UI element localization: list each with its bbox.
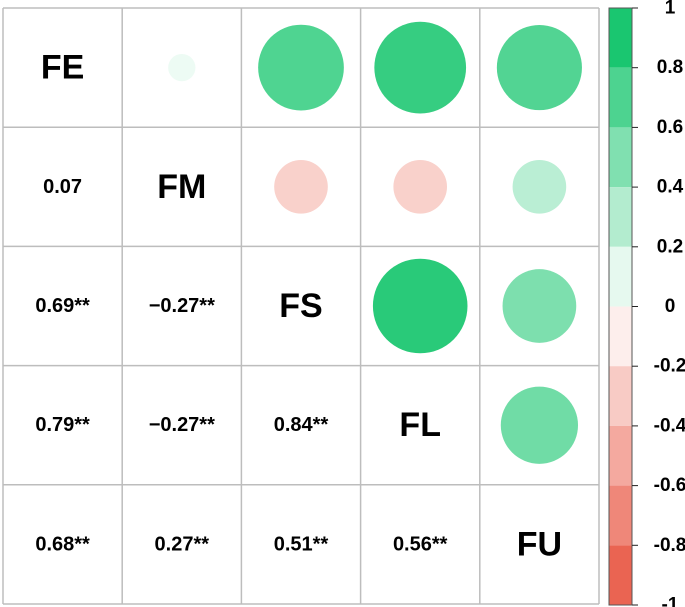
variable-label-fm: FM [157, 168, 206, 206]
colorbar-segment [609, 306, 632, 367]
coef-label-fl-fm: −0.27** [149, 414, 215, 436]
colorbar-segment [609, 485, 632, 546]
variable-label-fl: FL [399, 406, 441, 444]
colorbar-tick-label: 0.6 [657, 117, 683, 138]
matrix-cell [241, 484, 361, 604]
coef-label-fu-fs: 0.51** [274, 533, 329, 555]
coef-label-fm-fe: 0.07 [43, 176, 82, 198]
coef-circle-fm-fu [512, 159, 567, 214]
coef-label-fu-fm: 0.27** [155, 533, 210, 555]
colorbar-segment [609, 425, 632, 486]
colorbar-tick-label: -0.8 [654, 535, 685, 556]
matrix-cell [122, 484, 242, 604]
matrix-cell [241, 365, 361, 485]
coef-circle-fm-fs [274, 159, 328, 214]
colorbar-tick-label: 1 [665, 0, 676, 19]
matrix-cell [122, 127, 242, 247]
coef-circle-fe-fs [258, 24, 344, 111]
matrix-cell [122, 365, 242, 485]
coef-circle-fs-fu [502, 269, 577, 343]
coef-label-fl-fe: 0.79** [35, 414, 90, 436]
coef-circle-fe-fu [496, 25, 582, 111]
matrix-cell [479, 484, 599, 604]
colorbar-segment [609, 545, 632, 605]
colorbar-tick-label: -0.2 [654, 356, 685, 377]
colorbar-segment [609, 187, 632, 247]
colorbar-segment [609, 8, 632, 68]
colorbar-segment [609, 366, 632, 426]
matrix-cell [3, 127, 123, 247]
colorbar-tick-label: -0.4 [654, 415, 685, 436]
colorbar-tick-label: 0.2 [657, 236, 683, 257]
coef-label-fu-fl: 0.56** [393, 533, 448, 555]
matrix-cell [3, 8, 123, 128]
coef-circle-fl-fu [500, 386, 579, 464]
colorbar-tick-label: -0.6 [654, 475, 685, 496]
coef-circle-fs-fl [372, 258, 468, 354]
matrix-cell [360, 365, 480, 485]
variable-label-fe: FE [41, 49, 84, 87]
matrix-marks: FE 0.07 FM 0.69** −0.27** FS 0.79** −0.27** 0.84… [35, 21, 582, 563]
coef-label-fl-fs: 0.84** [274, 414, 329, 436]
colorbar-segment [609, 246, 632, 307]
colorbar-tick-label: 0 [665, 296, 676, 317]
coef-circle-fm-fl [393, 159, 448, 214]
colorbar-segment [609, 67, 632, 128]
coef-circle-fe-fl [374, 21, 467, 114]
matrix-cell [360, 484, 480, 604]
colorbar-segment [609, 127, 632, 188]
colorbar: 1 0.8 0.6 0.4 0.2 0 -0.2 -0.4 -0.6 -0.8 -1 [608, 0, 685, 607]
matrix-cell [3, 365, 123, 485]
coef-label-fs-fm: −0.27** [149, 295, 215, 317]
colorbar-tick-label: -1 [662, 595, 679, 607]
colorbar-tick-label: 0.4 [657, 177, 684, 198]
matrix-cell [3, 246, 123, 366]
variable-label-fs: FS [279, 287, 322, 325]
colorbar-tick-label: 0.8 [657, 57, 683, 78]
variable-label-fu: FU [517, 525, 562, 563]
coef-circle-fe-fm [168, 53, 196, 82]
matrix-cell [3, 484, 123, 604]
matrix-cell [241, 246, 361, 366]
matrix-grid [2, 7, 600, 605]
coef-label-fu-fe: 0.68** [35, 533, 90, 555]
coef-label-fs-fe: 0.69** [35, 295, 90, 317]
matrix-cell [122, 246, 242, 366]
